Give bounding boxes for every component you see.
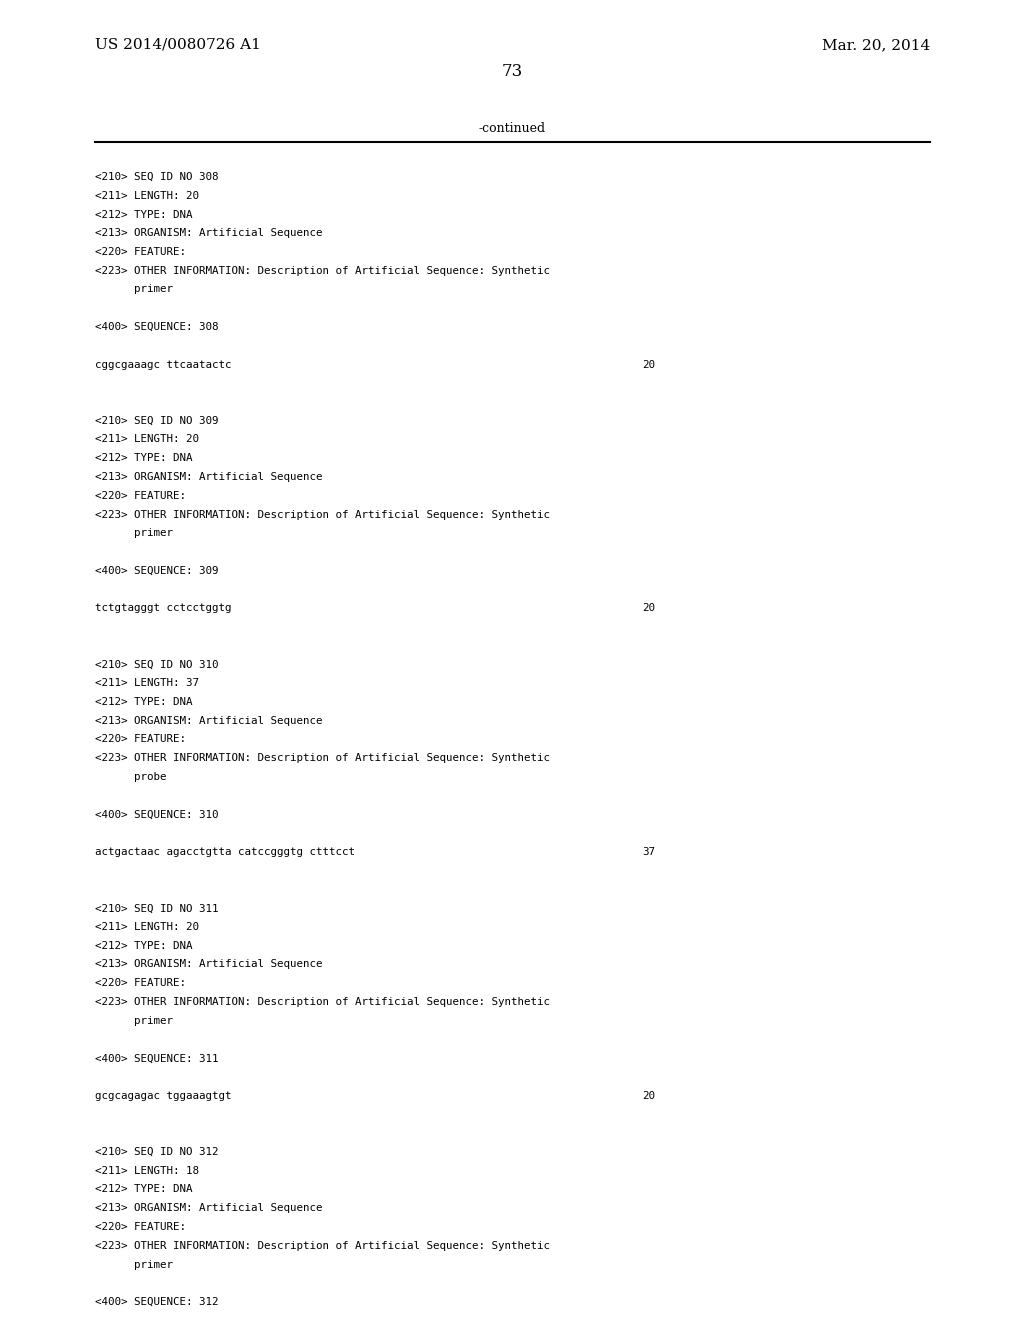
Text: <400> SEQUENCE: 309: <400> SEQUENCE: 309 — [95, 566, 218, 576]
Text: gcgcagagac tggaaagtgt: gcgcagagac tggaaagtgt — [95, 1090, 231, 1101]
Text: <212> TYPE: DNA: <212> TYPE: DNA — [95, 697, 193, 708]
Text: <213> ORGANISM: Artificial Sequence: <213> ORGANISM: Artificial Sequence — [95, 473, 323, 482]
Text: <211> LENGTH: 18: <211> LENGTH: 18 — [95, 1166, 199, 1176]
Text: <211> LENGTH: 20: <211> LENGTH: 20 — [95, 434, 199, 445]
Text: primer: primer — [95, 528, 173, 539]
Text: <220> FEATURE:: <220> FEATURE: — [95, 491, 186, 500]
Text: <213> ORGANISM: Artificial Sequence: <213> ORGANISM: Artificial Sequence — [95, 715, 323, 726]
Text: <212> TYPE: DNA: <212> TYPE: DNA — [95, 210, 193, 219]
Text: <211> LENGTH: 20: <211> LENGTH: 20 — [95, 921, 199, 932]
Text: <211> LENGTH: 37: <211> LENGTH: 37 — [95, 678, 199, 688]
Text: <211> LENGTH: 20: <211> LENGTH: 20 — [95, 191, 199, 201]
Text: 20: 20 — [642, 603, 655, 614]
Text: primer: primer — [95, 1016, 173, 1026]
Text: <220> FEATURE:: <220> FEATURE: — [95, 978, 186, 989]
Text: primer: primer — [95, 285, 173, 294]
Text: Mar. 20, 2014: Mar. 20, 2014 — [821, 38, 930, 51]
Text: US 2014/0080726 A1: US 2014/0080726 A1 — [95, 38, 261, 51]
Text: 20: 20 — [642, 359, 655, 370]
Text: <220> FEATURE:: <220> FEATURE: — [95, 1222, 186, 1232]
Text: <220> FEATURE:: <220> FEATURE: — [95, 247, 186, 257]
Text: <212> TYPE: DNA: <212> TYPE: DNA — [95, 1184, 193, 1195]
Text: 37: 37 — [642, 847, 655, 857]
Text: <210> SEQ ID NO 308: <210> SEQ ID NO 308 — [95, 172, 218, 182]
Text: <210> SEQ ID NO 310: <210> SEQ ID NO 310 — [95, 660, 218, 669]
Text: probe: probe — [95, 772, 167, 781]
Text: cggcgaaagc ttcaatactc: cggcgaaagc ttcaatactc — [95, 359, 231, 370]
Text: <220> FEATURE:: <220> FEATURE: — [95, 734, 186, 744]
Text: <400> SEQUENCE: 308: <400> SEQUENCE: 308 — [95, 322, 218, 333]
Text: <212> TYPE: DNA: <212> TYPE: DNA — [95, 941, 193, 950]
Text: 20: 20 — [642, 1090, 655, 1101]
Text: <400> SEQUENCE: 311: <400> SEQUENCE: 311 — [95, 1053, 218, 1063]
Text: <223> OTHER INFORMATION: Description of Artificial Sequence: Synthetic: <223> OTHER INFORMATION: Description of … — [95, 997, 550, 1007]
Text: 73: 73 — [502, 63, 522, 81]
Text: <213> ORGANISM: Artificial Sequence: <213> ORGANISM: Artificial Sequence — [95, 228, 323, 238]
Text: <213> ORGANISM: Artificial Sequence: <213> ORGANISM: Artificial Sequence — [95, 1204, 323, 1213]
Text: tctgtagggt cctcctggtg: tctgtagggt cctcctggtg — [95, 603, 231, 614]
Text: actgactaac agacctgtta catccgggtg ctttcct: actgactaac agacctgtta catccgggtg ctttcct — [95, 847, 355, 857]
Text: -continued: -continued — [478, 121, 546, 135]
Text: <212> TYPE: DNA: <212> TYPE: DNA — [95, 453, 193, 463]
Text: <223> OTHER INFORMATION: Description of Artificial Sequence: Synthetic: <223> OTHER INFORMATION: Description of … — [95, 1241, 550, 1251]
Text: <400> SEQUENCE: 310: <400> SEQUENCE: 310 — [95, 809, 218, 820]
Text: <400> SEQUENCE: 312: <400> SEQUENCE: 312 — [95, 1298, 218, 1307]
Text: primer: primer — [95, 1259, 173, 1270]
Text: <223> OTHER INFORMATION: Description of Artificial Sequence: Synthetic: <223> OTHER INFORMATION: Description of … — [95, 265, 550, 276]
Text: <210> SEQ ID NO 312: <210> SEQ ID NO 312 — [95, 1147, 218, 1158]
Text: <223> OTHER INFORMATION: Description of Artificial Sequence: Synthetic: <223> OTHER INFORMATION: Description of … — [95, 510, 550, 520]
Text: <210> SEQ ID NO 311: <210> SEQ ID NO 311 — [95, 903, 218, 913]
Text: <213> ORGANISM: Artificial Sequence: <213> ORGANISM: Artificial Sequence — [95, 960, 323, 969]
Text: <223> OTHER INFORMATION: Description of Artificial Sequence: Synthetic: <223> OTHER INFORMATION: Description of … — [95, 754, 550, 763]
Text: <210> SEQ ID NO 309: <210> SEQ ID NO 309 — [95, 416, 218, 426]
